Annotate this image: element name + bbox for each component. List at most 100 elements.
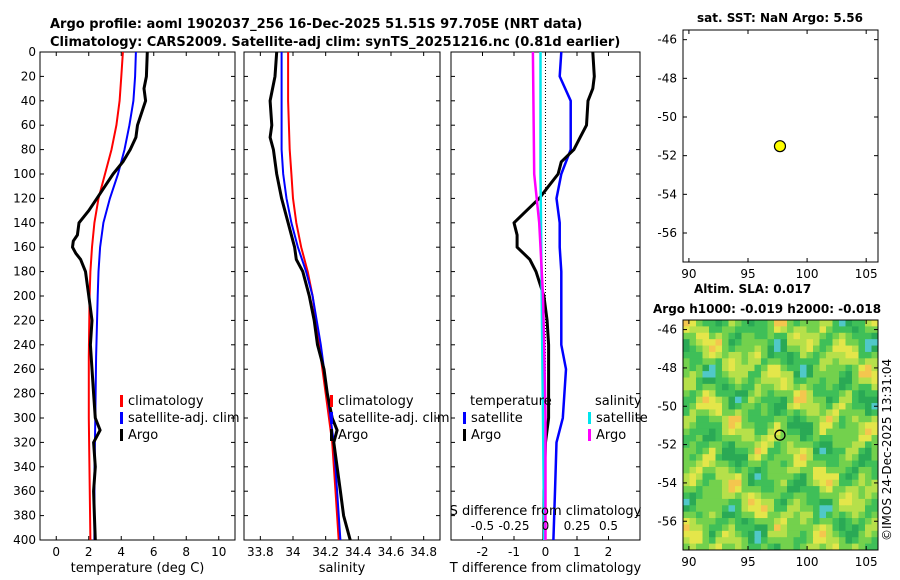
sla-cell: [696, 479, 703, 487]
sla-cell: [696, 345, 703, 353]
sla-cell: [865, 492, 872, 500]
sla-cell: [728, 396, 736, 404]
sla-cell: [793, 409, 801, 417]
sla-cell: [702, 486, 710, 493]
sla-cell: [787, 543, 794, 551]
sla-cell: [735, 409, 742, 417]
sla-cell: [722, 390, 729, 398]
sla-cell: [819, 326, 827, 334]
sla-cell: [852, 454, 859, 461]
sla-cell: [826, 377, 833, 385]
x-tick-label: 10: [211, 545, 226, 559]
sla-cell: [832, 428, 840, 436]
sla-cell: [819, 351, 827, 359]
sla-cell: [852, 530, 859, 538]
sla-cell: [852, 351, 859, 359]
sla-cell: [761, 460, 768, 468]
sla-cell: [689, 339, 697, 346]
sla-cell: [813, 511, 820, 519]
sla-cell: [728, 371, 736, 378]
sla-cell: [806, 492, 814, 500]
sla-cell: [871, 505, 879, 513]
sla-cell: [800, 530, 807, 538]
sla-cell: [728, 492, 736, 500]
sla-cell: [754, 492, 762, 500]
sla-cell: [819, 537, 827, 545]
sla-cell: [715, 415, 723, 423]
sla-cell: [871, 537, 879, 545]
sla-cell: [813, 415, 820, 423]
sla-cell: [845, 415, 853, 423]
sla-cell: [806, 383, 814, 391]
sla-cell: [865, 466, 872, 474]
sla-cell: [761, 403, 768, 410]
sla-cell: [715, 390, 723, 398]
sla-cell: [683, 358, 690, 366]
sla-cell: [715, 492, 723, 500]
sla-cell: [709, 498, 716, 506]
sla-cell: [839, 390, 846, 398]
sla-cell: [819, 428, 827, 436]
sla-cell: [787, 396, 794, 404]
sla-cell: [728, 403, 736, 410]
sla-cell: [683, 543, 690, 551]
sla-cell: [696, 377, 703, 385]
sla-cell: [845, 543, 853, 551]
sla-cell: [735, 441, 742, 449]
sla-cell: [702, 537, 710, 545]
sla-cell: [767, 530, 775, 538]
sla-cell: [689, 422, 697, 430]
sla-cell: [826, 326, 833, 334]
sla-cell: [709, 466, 716, 474]
sla-cell: [709, 473, 716, 481]
sla-cell: [741, 511, 749, 519]
x-tick-label: -2: [477, 545, 489, 559]
sla-cell: [865, 486, 872, 493]
sla-cell: [689, 403, 697, 410]
sla-cell: [780, 377, 788, 385]
sla-cell: [741, 479, 749, 487]
sla-cell: [715, 505, 723, 513]
sla-cell: [748, 415, 755, 423]
sla-cell: [813, 473, 820, 481]
sla-cell: [767, 377, 775, 385]
diff-temperature-legend-swatch: [463, 412, 466, 424]
sla-cell: [735, 351, 742, 359]
sla-cell: [761, 326, 768, 334]
salinity-legend-swatch: [330, 395, 333, 407]
sla-cell: [709, 371, 716, 378]
sla-cell: [845, 428, 853, 436]
sla-cell: [774, 498, 781, 506]
sla-cell: [865, 396, 872, 404]
sla-cell: [741, 339, 749, 346]
sla-cell: [793, 332, 801, 340]
sla-cell: [696, 498, 703, 506]
sla-cell: [689, 498, 697, 506]
sla-cell: [702, 447, 710, 455]
sla-cell: [741, 351, 749, 359]
diff-temperature-satellite-line: [552, 51, 572, 541]
sla-cell: [696, 454, 703, 461]
sla-cell: [774, 511, 781, 519]
sla-cell: [774, 530, 781, 538]
sla-cell: [754, 383, 762, 391]
sla-cell: [702, 518, 710, 525]
sla-cell: [826, 498, 833, 506]
sla-cell: [689, 377, 697, 385]
sla-cell: [741, 415, 749, 423]
sla-cell: [852, 543, 859, 551]
sla-cell: [780, 345, 788, 353]
sla-cell: [780, 505, 788, 513]
sla-cell: [826, 460, 833, 468]
sla-cell: [845, 396, 853, 404]
sla-cell: [728, 320, 736, 327]
sla-cell: [793, 339, 801, 346]
sla-cell: [735, 396, 742, 404]
sla-cell: [858, 498, 866, 506]
sla-cell: [826, 403, 833, 410]
sla-cell: [761, 473, 768, 481]
sla-cell: [800, 377, 807, 385]
sla-cell: [728, 364, 736, 372]
sla-cell: [787, 473, 794, 481]
sla-cell: [826, 364, 833, 372]
